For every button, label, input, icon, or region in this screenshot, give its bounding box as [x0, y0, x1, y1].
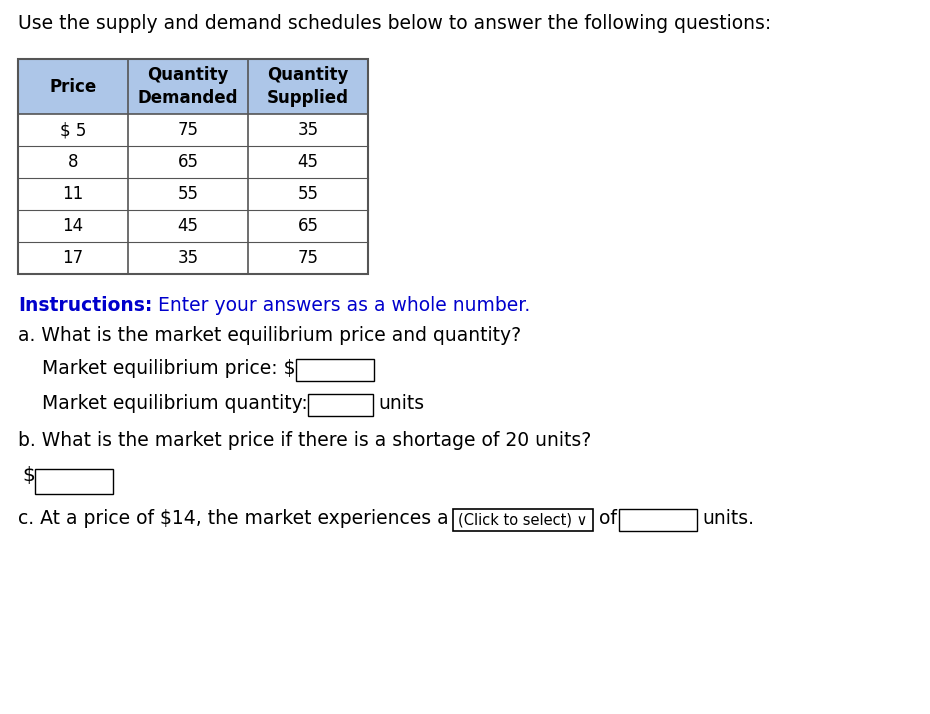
Text: Market equilibrium quantity:: Market equilibrium quantity:: [42, 394, 308, 413]
Bar: [18, 59, 368, 274]
Bar: [308, 394, 373, 416]
Text: of: of: [599, 509, 617, 528]
Text: Instructions:: Instructions:: [18, 296, 153, 315]
Text: a. What is the market equilibrium price and quantity?: a. What is the market equilibrium price …: [18, 326, 521, 345]
Text: Quantity
Supplied: Quantity Supplied: [267, 66, 349, 106]
Text: 65: 65: [178, 153, 198, 171]
Text: 17: 17: [62, 249, 84, 267]
Bar: [618, 509, 697, 531]
Text: c. At a price of $14, the market experiences a: c. At a price of $14, the market experie…: [18, 509, 448, 528]
Text: Enter your answers as a whole number.: Enter your answers as a whole number.: [153, 296, 531, 315]
Text: 65: 65: [298, 217, 318, 235]
Text: 75: 75: [178, 121, 198, 139]
Bar: [453, 509, 592, 531]
Text: units.: units.: [703, 509, 754, 528]
Text: $: $: [22, 466, 34, 485]
Bar: [296, 359, 374, 381]
Text: 55: 55: [298, 185, 318, 203]
Text: 11: 11: [62, 185, 84, 203]
Text: Use the supply and demand schedules below to answer the following questions:: Use the supply and demand schedules belo…: [18, 14, 771, 33]
Text: 55: 55: [178, 185, 198, 203]
Bar: [18, 59, 368, 114]
Text: $ 5: $ 5: [60, 121, 86, 139]
Text: 8: 8: [68, 153, 78, 171]
Text: (Click to select) ∨: (Click to select) ∨: [458, 513, 588, 528]
Text: 35: 35: [298, 121, 319, 139]
Text: Price: Price: [49, 78, 97, 96]
Text: 14: 14: [62, 217, 84, 235]
Text: 75: 75: [298, 249, 318, 267]
Text: units: units: [379, 394, 425, 413]
Text: b. What is the market price if there is a shortage of 20 units?: b. What is the market price if there is …: [18, 431, 591, 450]
Text: Market equilibrium price: $: Market equilibrium price: $: [42, 359, 296, 378]
Text: Quantity
Demanded: Quantity Demanded: [138, 66, 238, 106]
Text: 45: 45: [298, 153, 318, 171]
Text: 45: 45: [178, 217, 198, 235]
Bar: [35, 469, 113, 494]
Text: 35: 35: [178, 249, 199, 267]
